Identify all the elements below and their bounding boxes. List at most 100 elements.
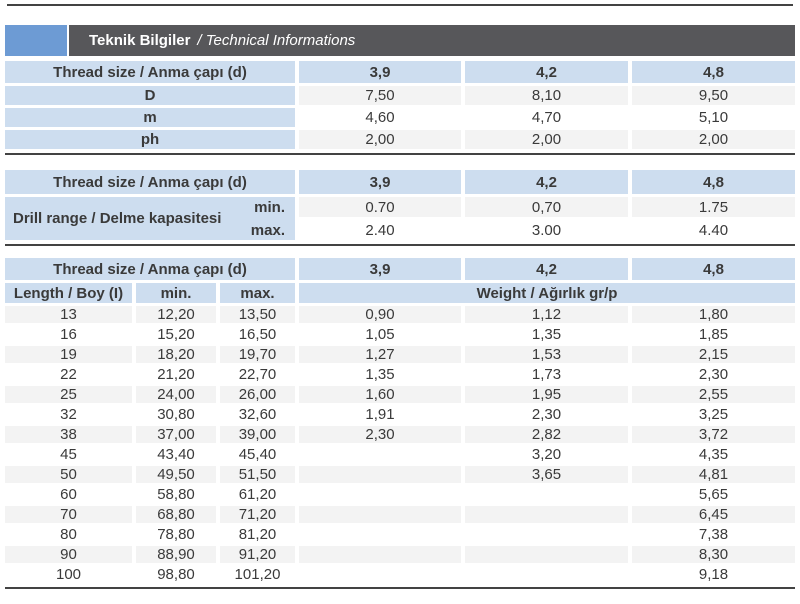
max-label: max. <box>250 221 285 239</box>
length-min-cell: 21,20 <box>136 366 216 383</box>
dimension-value-cell: 4,60 <box>299 108 461 127</box>
length-min-cell: 37,00 <box>136 426 216 443</box>
length-max-cell: 32,60 <box>220 406 295 423</box>
weight-cell: 1,80 <box>632 306 795 323</box>
length-cell: 60 <box>5 486 132 503</box>
dimension-value-cell: 7,50 <box>299 86 461 105</box>
length-cell: 100 <box>5 566 132 583</box>
thread-size-header-label: Thread size / Anma çapı (d) <box>5 61 295 83</box>
length-min-cell: 18,20 <box>136 346 216 363</box>
section-title: Teknik Bilgiler / Technical Informations <box>69 25 795 56</box>
weight-cell: 1,60 <box>299 386 461 403</box>
length-min-cell: 15,20 <box>136 326 216 343</box>
length-max-cell: 13,50 <box>220 306 295 323</box>
brand-color-block <box>5 25 67 56</box>
weight-cell: 4,35 <box>632 446 795 463</box>
weight-cell <box>299 506 461 523</box>
length-cell: 45 <box>5 446 132 463</box>
dimension-value-cell: 5,10 <box>632 108 795 127</box>
weight-cell: 2,55 <box>632 386 795 403</box>
length-weight-table: Thread size / Anma çapı (d) 3,9 4,2 4,8 Leng… <box>5 258 795 583</box>
weight-cell: 3,72 <box>632 426 795 443</box>
thread-size-value: 4,8 <box>632 170 795 194</box>
length-cell: 16 <box>5 326 132 343</box>
thread-size-value: 3,9 <box>299 170 461 194</box>
weight-cell <box>299 546 461 563</box>
bottom-rule <box>5 587 795 589</box>
weight-cell <box>465 506 628 523</box>
length-max-cell: 19,70 <box>220 346 295 363</box>
length-max-cell: 26,00 <box>220 386 295 403</box>
weight-cell: 2,30 <box>632 366 795 383</box>
weight-cell <box>299 486 461 503</box>
section-title-turkish: Teknik Bilgiler <box>89 32 191 49</box>
min-max-labels: min. max. <box>251 197 295 240</box>
thread-size-value: 4,2 <box>465 258 628 280</box>
length-min-cell: 58,80 <box>136 486 216 503</box>
weight-cell: 2,30 <box>465 406 628 423</box>
weight-cell: 8,30 <box>632 546 795 563</box>
length-max-cell: 91,20 <box>220 546 295 563</box>
weight-cell: 1,73 <box>465 366 628 383</box>
top-rule <box>7 4 793 6</box>
length-min-cell: 49,50 <box>136 466 216 483</box>
weight-cell: 1,35 <box>299 366 461 383</box>
thread-size-header-label: Thread size / Anma çapı (d) <box>5 258 295 280</box>
drill-range-label-cell: Drill range / Delme kapasitesi min. max. <box>5 197 295 240</box>
weight-cell <box>299 526 461 543</box>
weight-cell: 1,53 <box>465 346 628 363</box>
weight-cell: 5,65 <box>632 486 795 503</box>
weight-cell: 4,81 <box>632 466 795 483</box>
length-min-cell: 43,40 <box>136 446 216 463</box>
length-max-cell: 22,70 <box>220 366 295 383</box>
weight-cell: 2,30 <box>299 426 461 443</box>
length-min-cell: 78,80 <box>136 526 216 543</box>
weight-cell: 0,90 <box>299 306 461 323</box>
thread-size-value: 4,8 <box>632 258 795 280</box>
dimension-value-cell: 2,00 <box>299 130 461 149</box>
dimension-value-cell: 4,70 <box>465 108 628 127</box>
length-min-cell: 98,80 <box>136 566 216 583</box>
length-min-cell: 88,90 <box>136 546 216 563</box>
min-column-header: min. <box>136 283 216 303</box>
length-cell: 25 <box>5 386 132 403</box>
weight-cell: 2,82 <box>465 426 628 443</box>
length-cell: 38 <box>5 426 132 443</box>
drill-min-value-cell: 0,70 <box>465 197 628 217</box>
thread-size-value: 4,2 <box>465 170 628 194</box>
length-max-cell: 39,00 <box>220 426 295 443</box>
dimension-value-cell: 8,10 <box>465 86 628 105</box>
weight-cell: 1,05 <box>299 326 461 343</box>
length-min-cell: 12,20 <box>136 306 216 323</box>
weight-cell <box>299 466 461 483</box>
weight-cell: 1,35 <box>465 326 628 343</box>
length-max-cell: 16,50 <box>220 326 295 343</box>
dimension-value-cell: 9,50 <box>632 86 795 105</box>
weight-cell: 3,65 <box>465 466 628 483</box>
weight-cell: 1,12 <box>465 306 628 323</box>
length-cell: 80 <box>5 526 132 543</box>
dimension-row-label: D <box>5 86 295 105</box>
drill-range-label: Drill range / Delme kapasitesi <box>13 210 222 227</box>
length-cell: 32 <box>5 406 132 423</box>
weight-cell: 1,85 <box>632 326 795 343</box>
weight-cell <box>299 566 461 583</box>
max-column-header: max. <box>220 283 295 303</box>
separator-rule <box>5 244 795 246</box>
length-max-cell: 51,50 <box>220 466 295 483</box>
length-column-header: Length / Boy (I) <box>5 283 132 303</box>
weight-cell <box>299 446 461 463</box>
length-min-cell: 30,80 <box>136 406 216 423</box>
weight-cell <box>465 546 628 563</box>
length-cell: 19 <box>5 346 132 363</box>
length-cell: 13 <box>5 306 132 323</box>
weight-cell: 3,20 <box>465 446 628 463</box>
weight-cell: 1,91 <box>299 406 461 423</box>
length-min-cell: 68,80 <box>136 506 216 523</box>
page: Teknik Bilgiler / Technical Informations… <box>0 4 800 589</box>
length-cell: 50 <box>5 466 132 483</box>
thread-size-value: 4,8 <box>632 61 795 83</box>
weight-cell: 7,38 <box>632 526 795 543</box>
weight-cell <box>465 526 628 543</box>
min-label: min. <box>254 198 285 216</box>
